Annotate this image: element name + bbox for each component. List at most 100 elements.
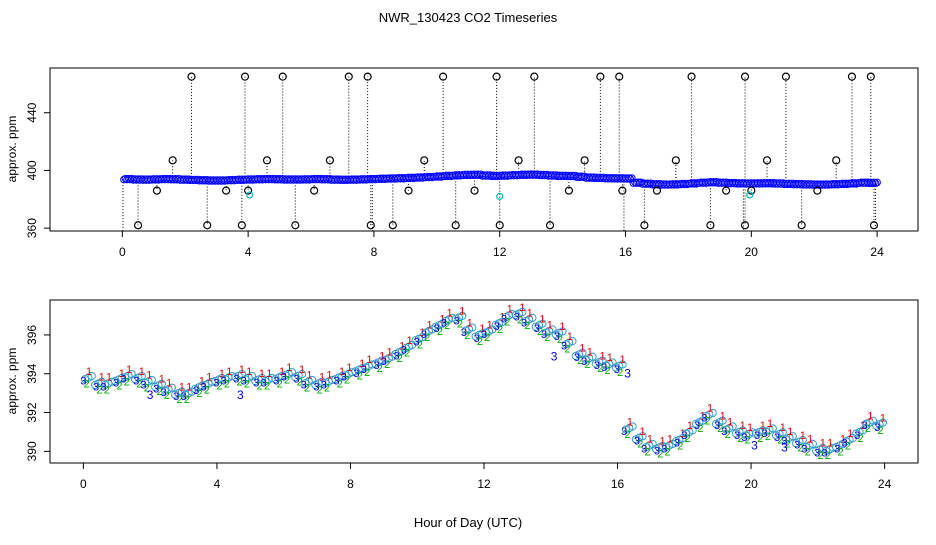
series-2-marker: 2 <box>424 332 430 344</box>
ensemble-circle <box>708 408 717 418</box>
top-data-marks <box>120 72 881 231</box>
series-1-marker: 1 <box>299 364 305 376</box>
series-3-marker: 3 <box>874 422 880 434</box>
series-3-marker: 3 <box>160 387 166 399</box>
series-3-marker: 3 <box>281 372 287 384</box>
cyan-point <box>246 191 254 199</box>
ensemble-circle <box>227 371 237 381</box>
outlier-point <box>722 186 731 195</box>
series-2-marker: 2 <box>697 423 703 435</box>
ensemble-circle <box>718 416 727 425</box>
series-1-marker: 1 <box>787 426 793 438</box>
outlier-point <box>420 156 429 165</box>
series-3-marker: 3 <box>561 341 567 353</box>
series-1-marker: 1 <box>379 350 385 362</box>
series-3-marker: 3 <box>781 436 787 448</box>
series-2-marker: 2 <box>858 433 864 445</box>
series-1-marker: 1 <box>366 354 372 366</box>
series-3-marker: 3 <box>654 445 660 457</box>
series-3-marker: 3 <box>313 381 319 393</box>
outlier-point <box>564 186 574 195</box>
x-tick-label: 4 <box>245 245 252 259</box>
series-3-marker: 3 <box>253 377 259 389</box>
series-1-marker: 1 <box>619 354 625 366</box>
series-2-marker: 2 <box>677 441 683 453</box>
series-3-marker: 3 <box>694 420 700 432</box>
series-1-marker: 1 <box>707 403 713 415</box>
outlier-point <box>310 186 319 195</box>
series-1-marker: 1 <box>847 428 853 440</box>
series-1-marker: 1 <box>467 317 473 329</box>
series-3-marker: 3 <box>393 350 399 362</box>
series-2-marker: 2 <box>624 429 630 441</box>
series-1-marker: 1 <box>286 362 292 374</box>
series-2-marker: 2 <box>737 433 743 445</box>
series-1-marker: 1 <box>459 306 465 318</box>
outlier-point <box>366 221 375 230</box>
outlier-point <box>363 72 372 81</box>
outlier-point <box>244 186 253 195</box>
series-2-marker: 2 <box>197 388 203 400</box>
outlier-point <box>618 186 627 195</box>
outlier-point <box>580 156 589 165</box>
outlier-point <box>262 156 272 165</box>
series-3-marker: 3 <box>173 391 179 403</box>
series-1-marker: 1 <box>427 319 433 331</box>
series-1-marker: 1 <box>760 420 766 432</box>
series-1-marker: 1 <box>640 426 646 438</box>
series-3-marker: 3 <box>133 376 139 388</box>
series-2-marker: 2 <box>144 382 150 394</box>
series-2-marker: 2 <box>537 326 543 338</box>
baseline-point <box>868 179 877 188</box>
x-tick-label: 24 <box>870 245 884 259</box>
top-ylabel: approx. ppm <box>5 116 19 183</box>
series-3-marker: 3 <box>581 356 587 368</box>
series-1-marker: 1 <box>567 331 573 343</box>
series-3-marker: 3 <box>554 331 560 343</box>
series-2-marker: 2 <box>557 334 563 346</box>
outlier-point <box>652 186 662 195</box>
series-2-marker: 2 <box>324 382 330 394</box>
series-3-marker: 3 <box>321 379 327 391</box>
ensemble-circle <box>147 375 156 385</box>
series-1-marker: 1 <box>346 362 352 374</box>
series-3-marker: 3 <box>761 428 767 440</box>
x-axis-label: Hour of Day (UTC) <box>414 515 522 530</box>
top-x-axis: 0 4 8 12 16 20 24 <box>119 231 884 259</box>
series-2-marker: 2 <box>705 415 711 427</box>
bottom-x-axis: 0 4 8 12 16 20 24 <box>80 463 892 491</box>
series-2-marker: 2 <box>96 384 102 396</box>
x-tick-label: 12 <box>493 245 507 259</box>
series-2-marker: 2 <box>457 318 463 330</box>
series-3-callout: 3 <box>147 388 154 402</box>
series-2-marker: 2 <box>865 423 871 435</box>
series-3-marker: 3 <box>381 356 387 368</box>
series-1-marker: 1 <box>487 319 493 331</box>
ensemble-circle <box>458 311 467 321</box>
ensemble-circle <box>588 352 597 361</box>
series-3-marker: 3 <box>494 321 500 333</box>
x-tick-label: 8 <box>371 245 378 259</box>
outlier-point <box>671 156 680 165</box>
series-2-marker: 2 <box>337 378 343 390</box>
cyan-point <box>496 192 504 200</box>
series-1-marker: 1 <box>386 346 392 358</box>
series-1-marker: 1 <box>479 323 485 335</box>
series-3-callout: 3 <box>551 349 558 363</box>
series-3-marker: 3 <box>434 323 440 335</box>
series-2-marker: 2 <box>344 375 350 387</box>
series-1-marker: 1 <box>667 434 673 446</box>
series-3-marker: 3 <box>834 443 840 455</box>
baseline-point <box>871 179 880 188</box>
series-1-marker: 1 <box>126 364 132 376</box>
outlier-point <box>706 221 715 230</box>
ensemble-circle <box>267 373 277 383</box>
ensemble-circle <box>878 418 888 427</box>
series-3-marker: 3 <box>401 344 407 356</box>
series-3-marker: 3 <box>341 372 347 384</box>
series-3-marker: 3 <box>140 379 146 391</box>
series-3-marker: 3 <box>501 313 507 325</box>
series-2-marker: 2 <box>745 435 751 447</box>
series-2-marker: 2 <box>284 375 290 387</box>
ensemble-circle <box>157 379 166 388</box>
